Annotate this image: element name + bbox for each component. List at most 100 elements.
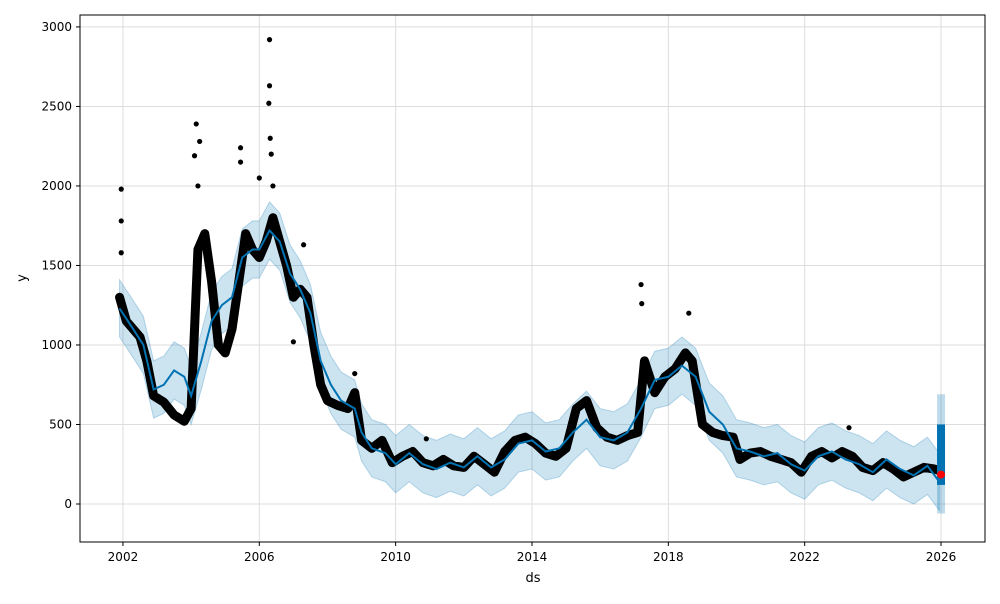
y-tick-label: 3000 [41, 20, 72, 34]
observed-point [335, 402, 341, 408]
observed-point [502, 448, 508, 455]
observed-point [270, 215, 276, 221]
observed-point [900, 474, 907, 480]
observed-point [410, 448, 416, 455]
observed-point [890, 466, 896, 472]
y-tick-label: 2000 [41, 179, 72, 193]
observed-point [188, 405, 194, 412]
observed-point [808, 453, 815, 459]
y-tick-label: 0 [64, 497, 72, 511]
observed-point [161, 399, 167, 405]
observed-point [737, 456, 743, 463]
x-tick-label: 2002 [108, 550, 139, 564]
observed-point [243, 231, 249, 237]
observed-point [229, 326, 235, 332]
observed-point [638, 281, 644, 288]
observed-point [237, 145, 244, 151]
observed-point [195, 183, 201, 189]
observed-point [686, 310, 692, 316]
observed-point [116, 294, 123, 300]
observed-point [318, 382, 324, 388]
y-axis-label: y [15, 274, 30, 282]
observed-point [358, 437, 365, 443]
observed-point [171, 412, 177, 418]
observed-point [563, 445, 569, 451]
x-axis-label: ds [525, 571, 540, 586]
observed-point [266, 100, 272, 106]
observed-point [151, 393, 157, 399]
observed-point [195, 246, 201, 253]
observed-point [118, 186, 124, 192]
observed-point [208, 278, 215, 284]
observed-point [931, 466, 937, 472]
observed-point [352, 370, 358, 377]
y-tick-label: 1000 [41, 338, 72, 352]
y-tick-label: 1500 [41, 258, 72, 272]
observed-point [237, 159, 244, 165]
observed-point [757, 448, 763, 455]
observed-point [379, 437, 385, 443]
forecast-line [118, 228, 946, 485]
observed-point [352, 390, 358, 396]
observed-point [553, 453, 559, 459]
observed-point [256, 254, 262, 261]
observed-point [652, 390, 658, 396]
observed-point [118, 250, 124, 256]
last-observed-point [937, 470, 946, 479]
observed-point [345, 405, 351, 412]
observed-point [423, 436, 429, 442]
observed-point [267, 135, 273, 141]
x-tick-label: 2018 [653, 550, 684, 564]
observed-point [689, 358, 695, 364]
observed-point [512, 437, 518, 443]
observed-point [710, 429, 716, 436]
observed-point [573, 405, 579, 412]
x-tick-label: 2006 [244, 550, 275, 564]
observed-point [236, 278, 242, 284]
observed-point [118, 218, 124, 224]
observed-point [191, 153, 198, 159]
observed-point [839, 448, 845, 455]
observed-point [256, 175, 262, 181]
grid-lines [80, 15, 985, 542]
x-tick-label: 2010 [380, 550, 411, 564]
observed-point [197, 138, 203, 145]
observed-point [181, 418, 187, 424]
observed-point [720, 433, 726, 439]
observed-point [266, 83, 273, 89]
observed-point [270, 183, 276, 189]
observed-point [798, 469, 804, 475]
y-tick-label: 2500 [41, 99, 72, 113]
observed-point [849, 453, 856, 459]
observed-point [290, 294, 296, 300]
observed-point [846, 425, 852, 431]
observed-point [324, 398, 331, 404]
observed-point [311, 342, 317, 348]
observed-point [268, 151, 274, 157]
observed-point [635, 429, 641, 436]
x-tick-label: 2026 [926, 550, 957, 564]
axis-ticks: 2002 2006 2010 2014 2018 2022 2026 0 500 1000 1500… [41, 20, 956, 564]
observed-point [639, 301, 645, 307]
yhat-line [118, 228, 941, 483]
observed-point [583, 398, 590, 404]
observed-point [829, 455, 835, 461]
observed-point [522, 434, 528, 440]
observed-point [491, 469, 498, 475]
observed-point [193, 121, 199, 127]
observed-point [819, 448, 825, 455]
forecast-period-yhat [937, 424, 946, 485]
observed-point [290, 339, 296, 345]
observed-point [440, 456, 446, 463]
y-tick-label: 500 [49, 417, 72, 431]
plot-frame [79, 14, 986, 543]
observed-point [304, 294, 310, 300]
observed-point [594, 425, 600, 431]
observed-point [222, 350, 228, 356]
observed-point [266, 37, 273, 43]
observed-point [699, 421, 706, 428]
x-tick-label: 2022 [789, 550, 820, 564]
observed-point [215, 342, 221, 348]
observed-point [301, 242, 307, 248]
